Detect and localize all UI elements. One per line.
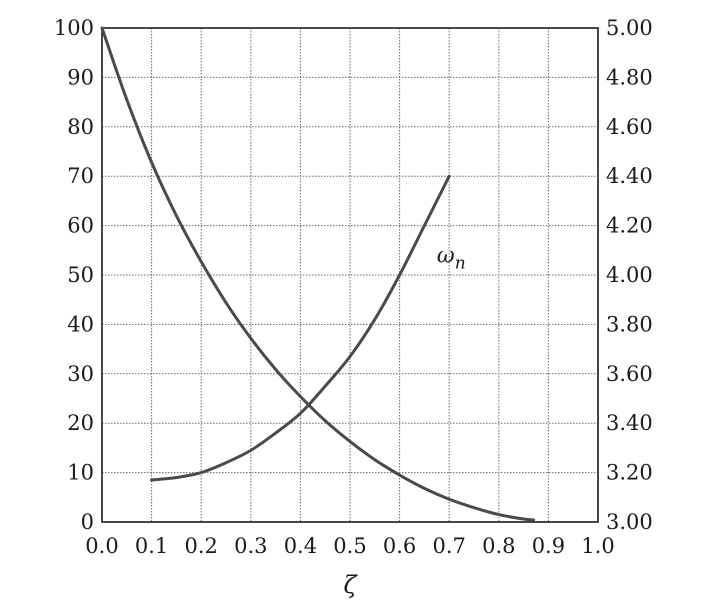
y-tick-label-left: 50 [67,263,94,287]
series-line-percent [100,26,536,522]
y-axis-right-ticks: 3.00 3.20 3.40 3.60 3.80 4.00 4.20 4.40 4.60 4.80… [606,16,653,534]
y-tick-label-left: 40 [67,312,94,336]
series-line-omega-n [150,174,451,482]
y-tick-label-left: 0 [81,510,94,534]
x-axis-label: ζ [343,571,358,599]
y-tick-label-right: 4.00 [606,263,653,287]
y-tick-label-right: 4.40 [606,164,653,188]
y-tick-label-right: 4.60 [606,115,653,139]
y-tick-label-left: 80 [67,115,94,139]
y-tick-label-right: 3.80 [606,312,653,336]
x-tick-label: 0.7 [432,534,465,558]
y-tick-label-right: 5.00 [606,16,653,40]
y-tick-label-right: 4.20 [606,214,653,238]
x-tick-label: 1.0 [581,534,614,558]
series-label-omega-n: ωn [437,244,466,274]
x-tick-label: 0.0 [85,534,118,558]
y-tick-label-right: 4.80 [606,65,653,89]
y-tick-label-left: 70 [67,164,94,188]
x-tick-label: 0.9 [532,534,565,558]
x-tick-label: 0.2 [184,534,217,558]
x-tick-label: 0.6 [383,534,416,558]
y-tick-label-left: 60 [67,214,94,238]
y-axis-left-ticks: 0 10 20 30 40 50 60 70 80 90 100 [54,16,94,534]
y-tick-label-left: 100 [54,16,94,40]
y-tick-label-left: 10 [67,461,94,485]
y-tick-label-right: 3.20 [606,461,653,485]
y-tick-label-left: 30 [67,362,94,386]
x-tick-label: 0.1 [135,534,168,558]
x-tick-label: 0.5 [333,534,366,558]
y-tick-label-left: 20 [67,411,94,435]
x-tick-label: 0.3 [234,534,267,558]
grid [102,28,598,522]
y-tick-label-right: 3.40 [606,411,653,435]
x-tick-label: 0.8 [482,534,515,558]
x-axis-ticks: 0.0 0.1 0.2 0.3 0.4 0.5 0.6 0.7 0.8 0.9 1.0 [85,534,614,558]
series-layer [100,26,536,522]
plot-frame [101,27,599,523]
y-tick-label-right: 3.60 [606,362,653,386]
y-tick-label-left: 90 [67,65,94,89]
annotation-layer: ωn [437,244,466,274]
x-tick-label: 0.4 [284,534,317,558]
y-tick-label-right: 3.00 [606,510,653,534]
